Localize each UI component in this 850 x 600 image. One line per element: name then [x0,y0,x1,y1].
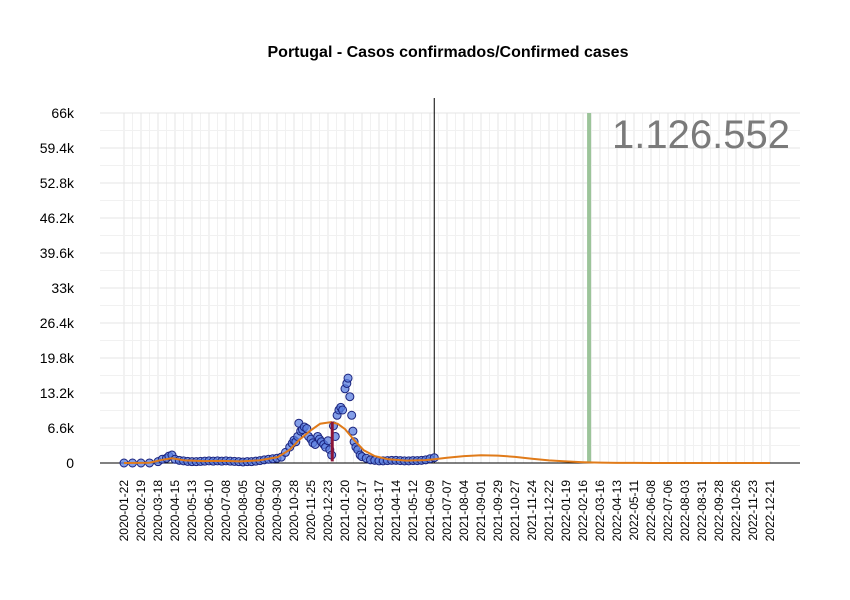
x-tick-label: 2021-01-20 [338,480,352,542]
grid [100,112,800,464]
x-tick-label: 2022-04-13 [610,480,624,542]
x-tick-label: 2021-12-22 [542,480,556,542]
y-tick-label: 46.2k [40,210,75,226]
x-tick-label: 2020-10-28 [287,480,301,542]
x-tick-label: 2022-01-19 [559,480,573,542]
x-tick-label: 2022-03-16 [593,480,607,542]
x-tick-label: 2022-05-11 [627,480,641,541]
x-tick-label: 2020-09-30 [270,480,284,542]
scatter-point [338,405,348,415]
x-tick-label: 2021-11-24 [525,480,539,541]
x-tick-label: 2022-11-23 [746,480,760,541]
chart-marks [119,98,771,468]
x-tick-label: 2021-06-09 [423,480,437,542]
x-tick-label: 2020-06-10 [202,480,216,542]
y-tick-label: 6.6k [48,420,75,436]
y-tick-label: 13.2k [40,385,75,401]
y-tick-label: 39.6k [40,245,75,261]
fitted-curve [123,421,771,464]
x-tick-label: 2021-07-07 [440,480,454,542]
x-tick-label: 2022-12-21 [763,480,777,542]
scatter-point [343,373,353,383]
x-tick-label: 2021-09-29 [491,480,505,542]
x-tick-label: 2022-09-28 [712,480,726,542]
chart-title: Portugal - Casos confirmados/Confirmed c… [268,44,629,61]
x-tick-label: 2021-05-12 [406,480,420,542]
x-tick-label: 2020-11-25 [304,480,318,541]
x-tick-label: 2020-04-15 [168,480,182,542]
scatter-point [347,410,357,420]
x-tick-label: 2020-02-19 [134,480,148,542]
total-cases-label: 1.126.552 [612,113,790,157]
x-tick-label: 2020-09-02 [253,480,267,542]
y-tick-label: 33k [51,280,75,296]
x-tick-label: 2022-06-08 [644,480,658,542]
x-tick-label: 2021-02-17 [355,480,369,542]
x-tick-label: 2021-08-04 [457,480,471,542]
x-tick-label: 2022-08-31 [695,480,709,542]
x-tick-label: 2022-07-06 [661,480,675,542]
y-tick-label: 0 [66,455,74,471]
x-tick-label: 2022-02-16 [576,480,590,542]
x-tick-label: 2021-10-27 [508,480,522,542]
scatter-point [345,392,355,402]
x-tick-label: 2022-10-26 [729,480,743,542]
y-tick-label: 52.8k [40,175,75,191]
x-axis: 2020-01-22 2020-02-19 2020-03-18 2020-04-15… [100,462,800,542]
x-tick-label: 2022-08-03 [678,480,692,542]
y-tick-label: 66k [51,105,75,121]
x-tick-label: 2020-08-05 [236,480,250,542]
x-tick-label: 2020-12-23 [321,480,335,542]
x-tick-label: 2021-09-01 [474,480,488,542]
x-tick-label: 2020-03-18 [151,480,165,542]
x-tick-label: 2021-04-14 [389,480,403,542]
x-tick-label: 2020-05-13 [185,480,199,542]
x-tick-label: 2020-01-22 [117,480,131,542]
y-axis: 66k 59.4k 52.8k 46.2k 39.6k 33k 26.4k 19.8k 13.2… [40,105,75,471]
y-tick-label: 59.4k [40,140,75,156]
y-tick-label: 26.4k [40,315,75,331]
y-tick-label: 19.8k [40,350,75,366]
x-tick-label: 2020-07-08 [219,480,233,542]
x-tick-label: 2021-03-17 [372,480,386,542]
scatter-point [348,426,358,436]
